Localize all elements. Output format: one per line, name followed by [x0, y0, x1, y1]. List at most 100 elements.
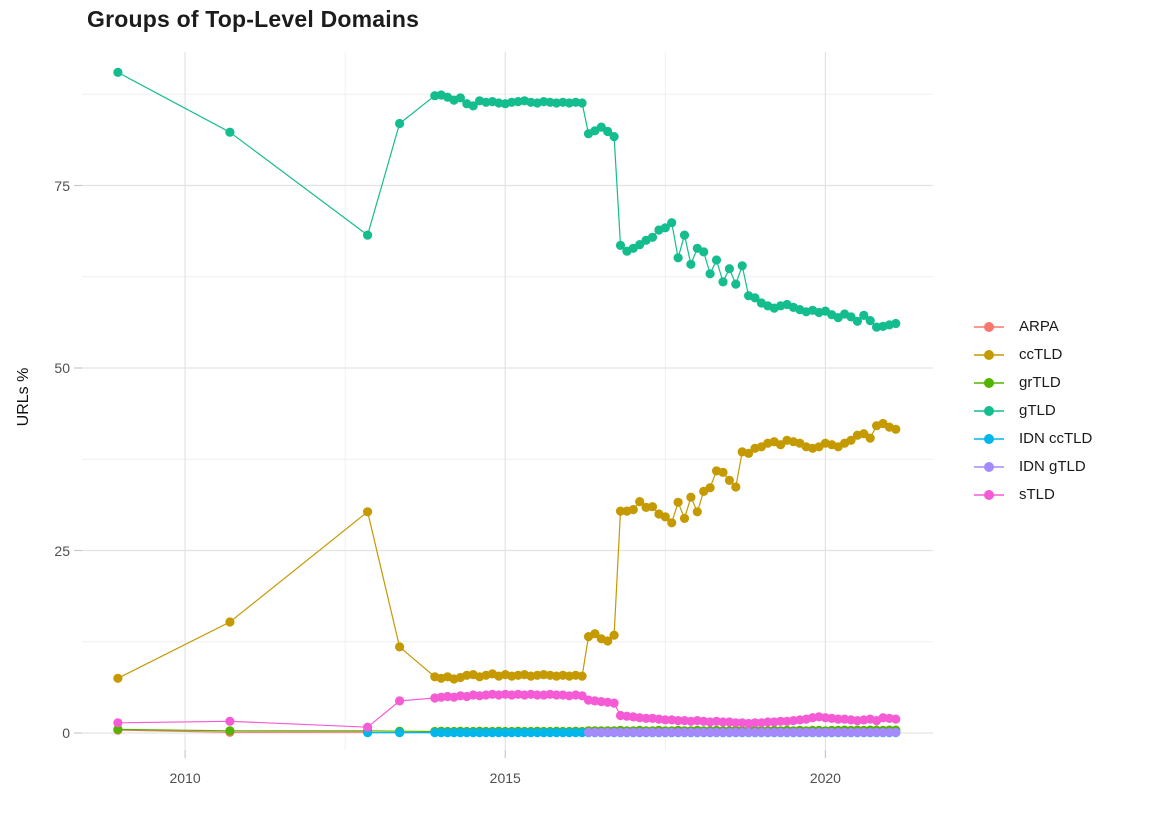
series-point-grTLD — [225, 726, 235, 736]
series-point-IDN-ccTLD — [500, 728, 510, 738]
legend-label: IDN gTLD — [1019, 458, 1086, 475]
series-point-IDN-gTLD — [686, 727, 696, 738]
series-point-gTLD — [705, 269, 715, 279]
y-tick-label: 75 — [54, 177, 70, 194]
series-point-gTLD — [852, 316, 863, 326]
series-point-IDN-gTLD — [859, 727, 869, 738]
series-point-ccTLD — [724, 475, 735, 485]
series-point-ccTLD — [395, 642, 405, 652]
series-point-IDN-gTLD — [622, 727, 632, 738]
series-point-IDN-gTLD — [724, 727, 735, 738]
series-point-IDN-ccTLD — [513, 728, 523, 738]
legend-item-gTLD: gTLD — [972, 401, 1092, 420]
series-point-gTLD — [686, 259, 696, 269]
series-point-IDN-gTLD — [673, 727, 683, 738]
series-point-sTLD — [532, 690, 542, 700]
series-point-gTLD — [699, 247, 709, 257]
series-point-IDN-ccTLD — [430, 728, 440, 738]
series-point-ccTLD — [660, 512, 670, 522]
series-point-IDN-gTLD — [820, 727, 831, 738]
series-point-gTLD — [859, 310, 869, 320]
series-line-ccTLD — [117, 422, 896, 680]
series-point-gTLD — [609, 132, 619, 142]
series-point-sTLD — [551, 690, 562, 700]
series-point-IDN-gTLD — [603, 727, 613, 738]
series-point-IDN-ccTLD — [487, 728, 497, 738]
series-point-IDN-gTLD — [763, 727, 773, 738]
legend-key-icon — [974, 433, 1004, 444]
series-point-sTLD — [641, 713, 651, 724]
legend-label: IDN ccTLD — [1019, 430, 1093, 447]
series-point-ccTLD — [679, 513, 690, 524]
series-point-IDN-gTLD — [731, 727, 741, 738]
series-point-sTLD — [776, 716, 786, 726]
legend-key-icon — [974, 349, 1004, 360]
series-point-ccTLD — [647, 502, 658, 512]
series-point-ccTLD — [603, 636, 613, 646]
series-point-sTLD — [225, 716, 235, 726]
legend-label: gTLD — [1019, 402, 1056, 419]
series-point-sTLD — [750, 718, 760, 728]
series-point-IDN-ccTLD — [526, 728, 536, 738]
series-point-IDN-ccTLD — [507, 728, 517, 738]
series-point-sTLD — [763, 717, 773, 727]
series-point-IDN-gTLD — [635, 727, 645, 738]
legend-item-IDN-gTLD: IDN gTLD — [972, 457, 1092, 476]
x-tick-label: 2020 — [809, 770, 841, 786]
series-point-IDN-gTLD — [718, 727, 728, 738]
legend-key-icon — [974, 489, 1004, 500]
series-point-gTLD — [731, 279, 741, 289]
series-point-ccTLD — [859, 429, 869, 439]
series-point-gTLD — [660, 223, 670, 233]
series-point-IDN-gTLD — [801, 727, 811, 738]
series-point-IDN-gTLD — [884, 727, 895, 738]
series-point-gTLD — [711, 255, 722, 265]
series-point-ccTLD — [113, 673, 123, 683]
series-point-ccTLD — [577, 671, 587, 681]
series-point-ccTLD — [225, 617, 235, 627]
series-point-IDN-gTLD — [788, 727, 799, 738]
legend-item-ARPA: ARPA — [972, 317, 1092, 336]
series-point-IDN-gTLD — [776, 727, 786, 738]
legend-item-sTLD: sTLD — [972, 485, 1092, 504]
legend-key-icon — [974, 377, 1004, 388]
series-point-IDN-gTLD — [872, 727, 882, 738]
y-tick-label: 0 — [62, 725, 70, 741]
series-point-ccTLD — [692, 507, 702, 517]
series-point-IDN-gTLD — [814, 727, 824, 738]
series-point-IDN-ccTLD — [539, 728, 549, 738]
series-point-gTLD — [603, 126, 613, 137]
series-point-IDN-ccTLD — [455, 728, 465, 738]
series-point-IDN-gTLD — [846, 727, 856, 738]
series-point-IDN-gTLD — [699, 727, 709, 738]
series-point-sTLD — [395, 696, 405, 706]
series-point-gTLD — [673, 253, 683, 263]
series-point-IDN-gTLD — [744, 727, 754, 738]
y-axis-title: URLs % — [15, 367, 32, 427]
series-point-ccTLD — [667, 518, 677, 528]
series-point-IDN-gTLD — [660, 727, 670, 738]
legend-item-IDN-ccTLD: IDN ccTLD — [972, 429, 1092, 448]
series-point-gTLD — [615, 240, 626, 250]
series-point-IDN-gTLD — [782, 727, 792, 738]
series-point-ccTLD — [705, 483, 715, 493]
legend: ARPA ccTLD grTLD gTLD IDN ccTLD IDN gTLD sTLD — [972, 317, 1092, 504]
series-point-sTLD — [363, 722, 373, 732]
series-point-gTLD — [667, 218, 677, 228]
series-point-gTLD — [455, 93, 465, 103]
series-point-IDN-ccTLD — [436, 728, 446, 738]
series-point-ccTLD — [846, 435, 856, 445]
legend-label: ccTLD — [1019, 346, 1063, 363]
series-point-IDN-gTLD — [596, 727, 606, 738]
series-point-sTLD — [609, 698, 619, 708]
series-point-IDN-gTLD — [840, 727, 850, 738]
series-point-gTLD — [577, 98, 587, 108]
series-point-IDN-gTLD — [827, 727, 837, 738]
series-point-IDN-gTLD — [583, 727, 594, 738]
series-point-IDN-gTLD — [865, 727, 875, 738]
series-point-gTLD — [647, 232, 658, 242]
series-point-IDN-ccTLD — [443, 728, 453, 738]
legend-item-ccTLD: ccTLD — [972, 345, 1092, 364]
